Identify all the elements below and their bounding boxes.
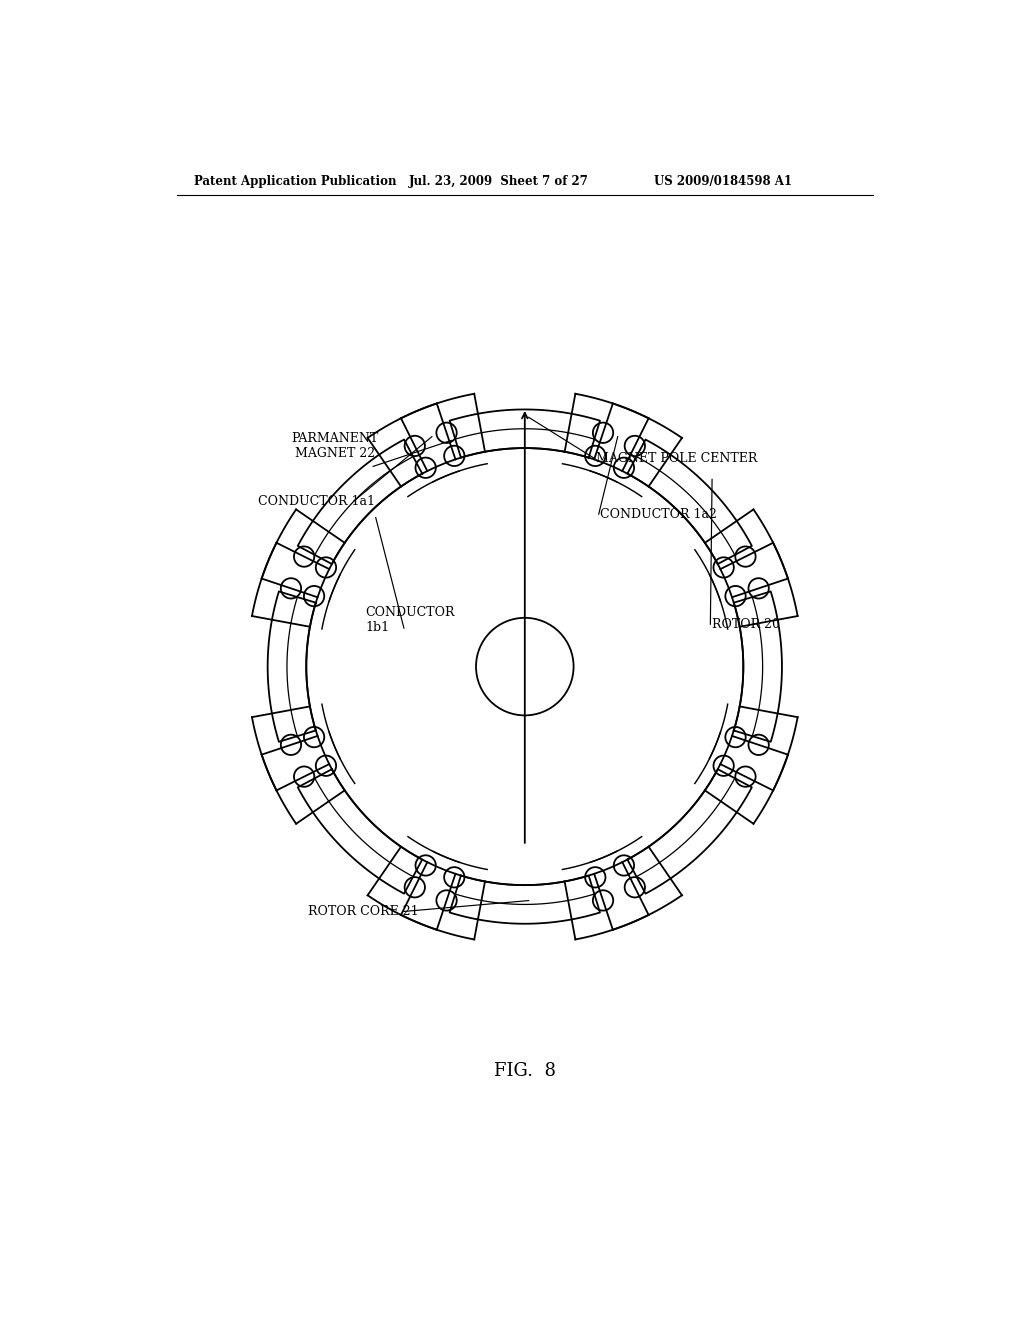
- Text: Jul. 23, 2009  Sheet 7 of 27: Jul. 23, 2009 Sheet 7 of 27: [410, 176, 589, 187]
- Text: Patent Application Publication: Patent Application Publication: [194, 176, 396, 187]
- Text: FIG.  8: FIG. 8: [494, 1061, 556, 1080]
- Text: MAGNET POLE CENTER: MAGNET POLE CENTER: [596, 453, 758, 465]
- Text: CONDUCTOR 1a1: CONDUCTOR 1a1: [258, 495, 375, 508]
- Text: US 2009/0184598 A1: US 2009/0184598 A1: [654, 176, 793, 187]
- Text: CONDUCTOR 1a2: CONDUCTOR 1a2: [600, 508, 717, 520]
- Text: PARMANENT
MAGNET 22: PARMANENT MAGNET 22: [291, 432, 378, 461]
- Text: ROTOR CORE 21: ROTOR CORE 21: [307, 906, 418, 917]
- Text: ROTOR 20: ROTOR 20: [712, 618, 780, 631]
- Text: CONDUCTOR
1b1: CONDUCTOR 1b1: [366, 606, 455, 635]
